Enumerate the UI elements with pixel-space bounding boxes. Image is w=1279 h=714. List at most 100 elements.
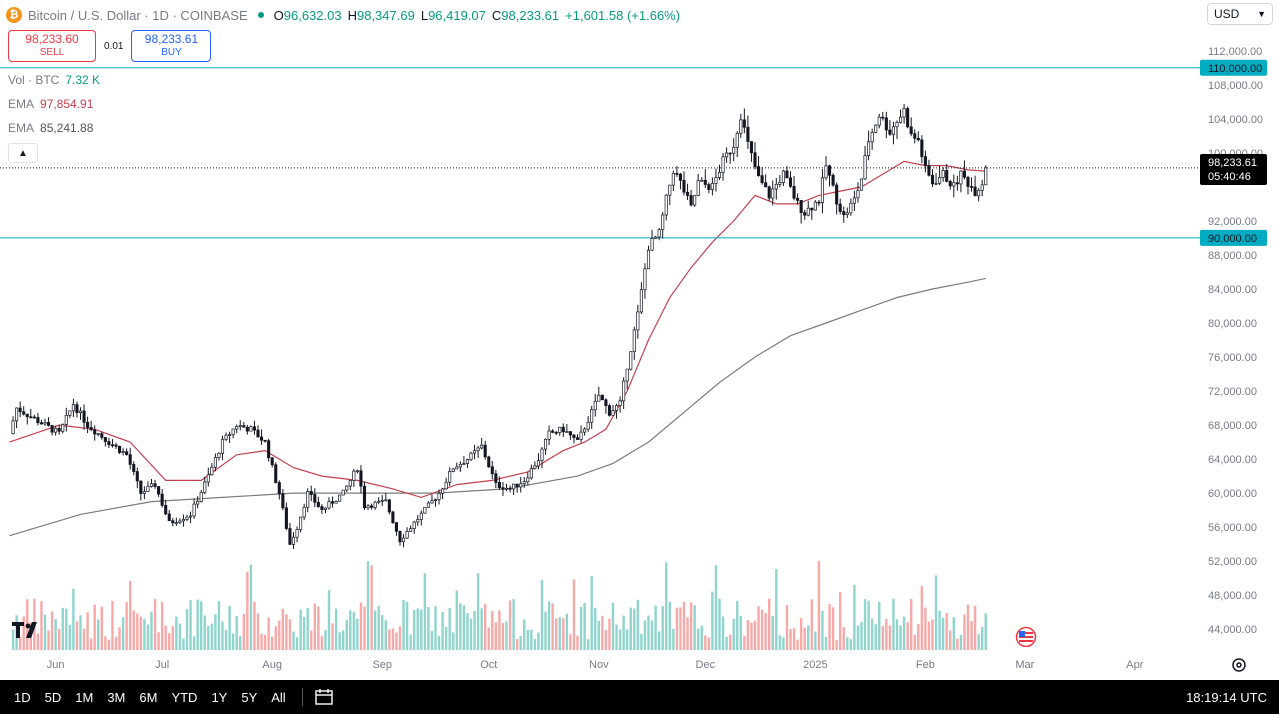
- symbol-title[interactable]: Bitcoin / U.S. Dollar · 1D · COINBASE: [28, 7, 248, 23]
- us-flag-icon[interactable]: [1012, 627, 1040, 647]
- candle[interactable]: [338, 494, 342, 502]
- candle[interactable]: [696, 173, 700, 197]
- candle[interactable]: [685, 183, 690, 200]
- candle[interactable]: [618, 396, 622, 413]
- candle[interactable]: [916, 131, 920, 142]
- candle[interactable]: [583, 427, 587, 436]
- candle[interactable]: [142, 486, 146, 500]
- candle[interactable]: [117, 445, 122, 454]
- candle[interactable]: [927, 159, 931, 177]
- candle[interactable]: [245, 424, 249, 435]
- candle[interactable]: [902, 104, 906, 124]
- candle[interactable]: [554, 430, 558, 436]
- candle[interactable]: [281, 489, 285, 511]
- candle[interactable]: [842, 206, 846, 223]
- candle[interactable]: [920, 135, 924, 164]
- timeframe-all[interactable]: All: [271, 689, 286, 705]
- candle[interactable]: [529, 464, 533, 480]
- candle[interactable]: [863, 146, 867, 180]
- gear-icon[interactable]: [1230, 656, 1248, 674]
- currency-select[interactable]: USD ▼: [1207, 3, 1273, 25]
- candle[interactable]: [320, 504, 324, 514]
- timeframe-1m[interactable]: 1M: [75, 689, 94, 705]
- collapse-legend-button[interactable]: ▲: [8, 143, 38, 163]
- candle[interactable]: [565, 424, 569, 433]
- candle[interactable]: [977, 187, 981, 202]
- candle[interactable]: [22, 406, 26, 416]
- candle[interactable]: [739, 113, 743, 138]
- calendar-range-icon[interactable]: [315, 689, 333, 705]
- candle[interactable]: [192, 498, 196, 519]
- candle[interactable]: [213, 453, 217, 472]
- candle[interactable]: [913, 129, 917, 144]
- candle[interactable]: [586, 416, 590, 432]
- candle[interactable]: [107, 437, 111, 448]
- candle[interactable]: [827, 164, 832, 187]
- candle[interactable]: [820, 169, 825, 214]
- candle[interactable]: [483, 440, 487, 460]
- candle[interactable]: [362, 481, 367, 510]
- candles[interactable]: [11, 104, 988, 549]
- candle[interactable]: [189, 511, 193, 524]
- candle[interactable]: [89, 420, 93, 432]
- candle[interactable]: [909, 117, 913, 137]
- candle[interactable]: [135, 467, 139, 489]
- candle[interactable]: [252, 420, 257, 435]
- candle[interactable]: [270, 457, 274, 468]
- buy-button[interactable]: 98,233.61 BUY: [131, 30, 212, 62]
- candle[interactable]: [771, 180, 775, 206]
- candle[interactable]: [125, 448, 129, 456]
- timeframe-6m[interactable]: 6M: [139, 689, 158, 705]
- candle[interactable]: [416, 515, 420, 526]
- candle[interactable]: [558, 426, 562, 436]
- candle[interactable]: [888, 120, 892, 136]
- candle[interactable]: [643, 263, 647, 299]
- candle[interactable]: [377, 497, 381, 505]
- candle[interactable]: [817, 200, 821, 206]
- candle[interactable]: [668, 184, 672, 205]
- candle[interactable]: [199, 490, 203, 503]
- candle[interactable]: [423, 506, 427, 514]
- candle[interactable]: [536, 453, 541, 470]
- candle[interactable]: [728, 152, 732, 164]
- candle[interactable]: [15, 407, 19, 429]
- candle[interactable]: [572, 434, 576, 444]
- candle[interactable]: [39, 419, 44, 425]
- candle[interactable]: [788, 171, 793, 188]
- candle[interactable]: [391, 510, 395, 524]
- candle[interactable]: [25, 413, 29, 425]
- candle[interactable]: [174, 517, 178, 527]
- candle[interactable]: [494, 470, 498, 489]
- candle[interactable]: [884, 111, 888, 139]
- candle[interactable]: [444, 477, 448, 490]
- candle[interactable]: [146, 481, 150, 493]
- candle[interactable]: [497, 476, 501, 490]
- candle[interactable]: [267, 438, 271, 462]
- candle[interactable]: [973, 175, 977, 197]
- candle[interactable]: [171, 517, 175, 527]
- candle[interactable]: [678, 172, 683, 190]
- candle[interactable]: [61, 423, 65, 434]
- candle[interactable]: [462, 456, 466, 465]
- candle[interactable]: [898, 109, 903, 124]
- candle[interactable]: [764, 174, 768, 188]
- candle[interactable]: [370, 503, 374, 510]
- candle[interactable]: [110, 438, 115, 448]
- candle[interactable]: [639, 282, 643, 315]
- candle[interactable]: [196, 496, 200, 509]
- candle[interactable]: [838, 198, 842, 215]
- candle[interactable]: [575, 434, 580, 441]
- candle[interactable]: [948, 179, 952, 190]
- candle[interactable]: [384, 492, 388, 502]
- candle[interactable]: [661, 211, 665, 239]
- candle[interactable]: [263, 439, 267, 443]
- candle[interactable]: [969, 177, 974, 192]
- candle[interactable]: [955, 175, 959, 191]
- timeframe-3m[interactable]: 3M: [107, 689, 126, 705]
- candle[interactable]: [359, 465, 363, 494]
- candle[interactable]: [831, 173, 835, 187]
- candle[interactable]: [157, 486, 161, 497]
- candle[interactable]: [29, 408, 33, 419]
- candle[interactable]: [785, 166, 789, 179]
- candle[interactable]: [373, 500, 377, 510]
